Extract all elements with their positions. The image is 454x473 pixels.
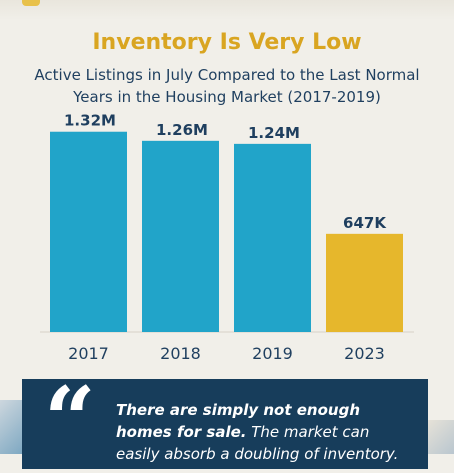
bar-2023 [326, 233, 403, 332]
bar-2018 [142, 140, 219, 332]
bar-2019 [234, 143, 311, 332]
quote-text: There are simply not enough homes for sa… [116, 399, 416, 465]
x-tick-label-2018: 2018 [160, 344, 201, 363]
chart-title: Inventory Is Very Low [92, 30, 362, 55]
data-label-2023: 647K [343, 214, 387, 232]
bar-chart: 1.32M 2017 1.26M 2018 1.24M 2019 647K 2023 [40, 112, 414, 363]
data-label-2017: 1.32M [64, 112, 116, 130]
yellow-accent-shape [22, 0, 40, 6]
paper-texture-top [0, 0, 454, 20]
chart-subtitle: Active Listings in July Compared to the … [34, 66, 420, 106]
x-tick-label-2017: 2017 [68, 344, 109, 363]
x-tick-label-2019: 2019 [252, 344, 293, 363]
quote-bold-text: There are simply not enough homes for sa… [116, 401, 360, 441]
decorative-photo-left [0, 400, 22, 454]
quote-mark-icon: “ [44, 367, 96, 473]
bar-2017 [50, 131, 127, 332]
decorative-photo-right [428, 420, 454, 454]
x-tick-label-2023: 2023 [344, 344, 385, 363]
quote-box: “ There are simply not enough homes for … [22, 375, 428, 469]
data-label-2019: 1.24M [248, 124, 300, 142]
data-label-2018: 1.26M [156, 121, 208, 139]
